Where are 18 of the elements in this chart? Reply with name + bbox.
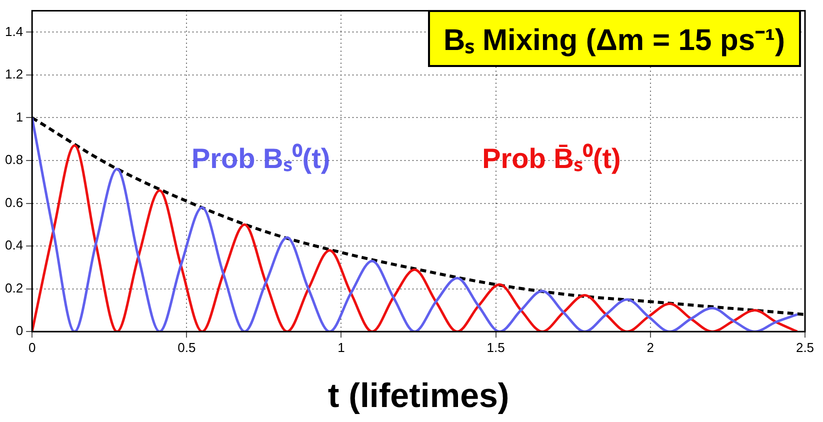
y-tick-label: 1.4 bbox=[4, 24, 24, 39]
text: Prob B̄ₛ⁰(t) bbox=[482, 143, 621, 174]
x-tick-label: 0 bbox=[28, 340, 36, 355]
x-tick-label: 1 bbox=[338, 340, 345, 355]
series-label: Prob Bₛ⁰(t) bbox=[191, 143, 330, 174]
y-tick-label: 0 bbox=[16, 323, 24, 338]
y-tick-label: 0.4 bbox=[4, 238, 24, 253]
x-tick-label: 1.5 bbox=[486, 340, 505, 355]
x-tick-label: 2.5 bbox=[796, 340, 814, 355]
y-tick-label: 1 bbox=[16, 109, 24, 124]
y-tick-label: 0.8 bbox=[4, 152, 24, 168]
y-tick-label: 0.6 bbox=[4, 194, 24, 210]
chart-title: Bₛ Mixing (Δm = 15 ps⁻¹) bbox=[428, 10, 801, 67]
y-tick-label: 0.2 bbox=[4, 280, 24, 296]
x-tick-label: 0.5 bbox=[178, 340, 196, 355]
x-tick-label: 2 bbox=[646, 340, 654, 355]
x-axis-title: t (lifetimes) bbox=[328, 376, 510, 415]
y-tick-label: 1.2 bbox=[4, 66, 24, 82]
